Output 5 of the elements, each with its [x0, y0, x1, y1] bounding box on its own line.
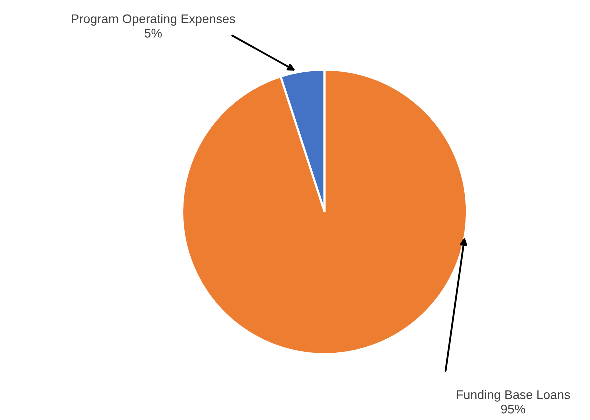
slice-label: Funding Base Loans: [456, 390, 570, 402]
data-label: 95%: [501, 404, 526, 414]
slice-label: Program Operating Expenses: [72, 14, 236, 26]
data-label: 5%: [144, 29, 162, 38]
pie-slice: [181, 68, 468, 356]
